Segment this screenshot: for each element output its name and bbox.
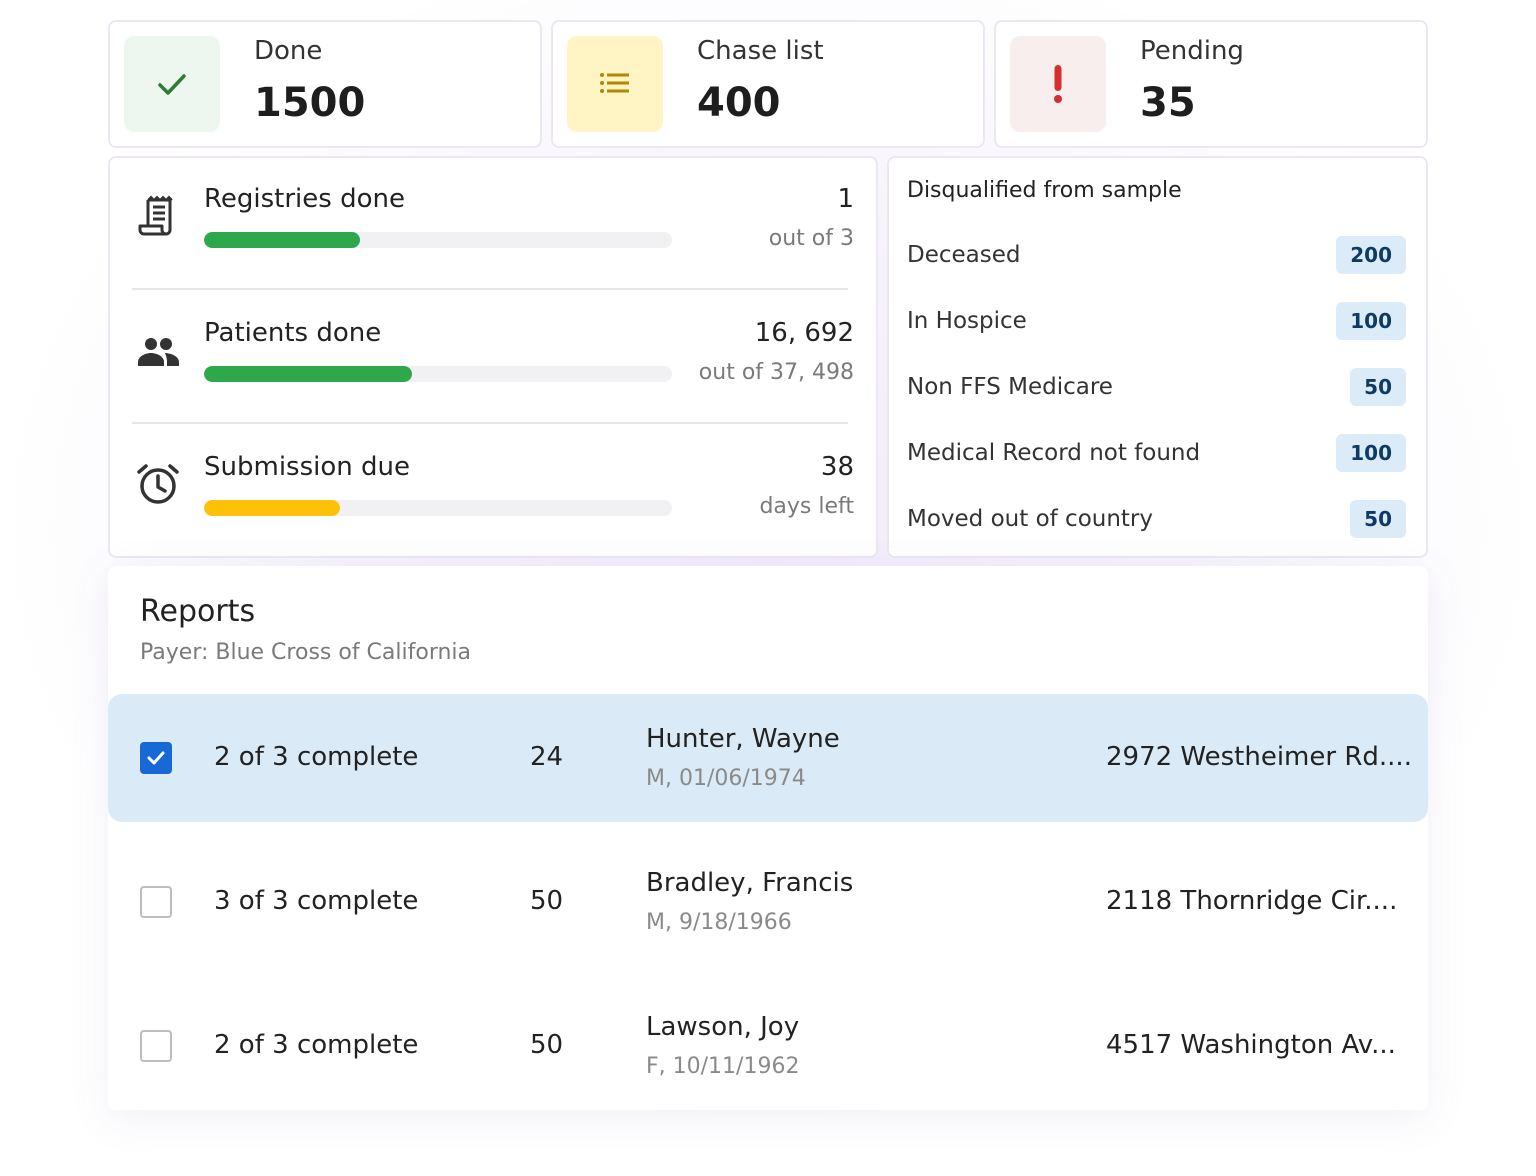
progress-card: Registries done 1 out of 3 Patients done… (108, 156, 878, 558)
patient-name[interactable]: Hunter, Wayne (646, 724, 840, 754)
progress-title: Registries done (204, 184, 405, 214)
patient-address: 4517 Washington Av... (1106, 1030, 1396, 1060)
completion-status: 3 of 3 complete (214, 886, 419, 916)
disqualified-item[interactable]: Medical Record not found 100 (907, 434, 1406, 474)
row-checkbox[interactable] (140, 742, 172, 774)
stat-card-pending[interactable]: Pending 35 (994, 20, 1428, 148)
disqualified-label: In Hospice (907, 308, 1027, 334)
completion-status: 2 of 3 complete (214, 742, 419, 772)
table-row[interactable]: 2 of 3 complete 50 Lawson, Joy F, 10/11/… (108, 982, 1428, 1110)
disqualified-label: Deceased (907, 242, 1021, 268)
count-badge: 50 (1350, 500, 1406, 538)
stat-card-done[interactable]: Done 1500 (108, 20, 542, 148)
patient-address: 2972 Westheimer Rd.... (1106, 742, 1412, 772)
disqualified-item[interactable]: Deceased 200 (907, 236, 1406, 276)
progress-title: Submission due (204, 452, 410, 482)
disqualified-label: Non FFS Medicare (907, 374, 1113, 400)
stat-label: Done (254, 36, 323, 66)
disqualified-card: Disqualified from sample Deceased 200 In… (887, 156, 1428, 558)
patient-meta: M, 01/06/1974 (646, 766, 806, 791)
divider (132, 422, 848, 424)
disqualified-item[interactable]: In Hospice 100 (907, 302, 1406, 342)
reports-card: Reports Payer: Blue Cross of California … (108, 566, 1428, 1110)
disqualified-label: Medical Record not found (907, 440, 1201, 466)
progress-bar-fill (204, 232, 360, 248)
registry-icon (134, 192, 182, 240)
payer-subtitle: Payer: Blue Cross of California (140, 640, 472, 665)
disqualified-label: Moved out of country (907, 506, 1154, 532)
checkmark-icon (147, 751, 165, 765)
patient-meta: F, 10/11/1962 (646, 1054, 800, 1079)
progress-track (204, 366, 672, 382)
divider (132, 288, 848, 290)
progress-row-patients: Patients done 16, 692 out of 37, 498 (110, 292, 876, 424)
count-badge: 100 (1336, 434, 1406, 472)
patient-address: 2118 Thornridge Cir.... (1106, 886, 1398, 916)
table-row[interactable]: 3 of 3 complete 50 Bradley, Francis M, 9… (108, 838, 1428, 966)
stat-value: 400 (697, 80, 781, 126)
patient-name[interactable]: Lawson, Joy (646, 1012, 800, 1042)
stat-label: Pending (1140, 36, 1244, 66)
alarm-clock-icon (134, 460, 182, 508)
stat-card-chase-list[interactable]: Chase list 400 (551, 20, 985, 148)
stat-value: 1500 (254, 80, 366, 126)
disqualified-title: Disqualified from sample (907, 178, 1182, 203)
progress-value: 1 (837, 184, 854, 214)
progress-subtext: days left (759, 494, 854, 519)
progress-track (204, 500, 672, 516)
exclamation-icon (1010, 36, 1106, 132)
disqualified-item[interactable]: Moved out of country 50 (907, 500, 1406, 540)
progress-track (204, 232, 672, 248)
progress-value: 16, 692 (754, 318, 854, 348)
people-icon (134, 326, 182, 374)
progress-subtext: out of 37, 498 (698, 360, 854, 385)
completion-status: 2 of 3 complete (214, 1030, 419, 1060)
count-badge: 200 (1336, 236, 1406, 274)
disqualified-item[interactable]: Non FFS Medicare 50 (907, 368, 1406, 408)
progress-title: Patients done (204, 318, 382, 348)
progress-value: 38 (820, 452, 854, 482)
row-count: 50 (530, 1030, 564, 1060)
count-badge: 50 (1350, 368, 1406, 406)
stat-label: Chase list (697, 36, 824, 66)
list-icon (567, 36, 663, 132)
count-badge: 100 (1336, 302, 1406, 340)
row-count: 24 (530, 742, 564, 772)
patient-name[interactable]: Bradley, Francis (646, 868, 854, 898)
table-row[interactable]: 2 of 3 complete 24 Hunter, Wayne M, 01/0… (108, 694, 1428, 822)
row-checkbox[interactable] (140, 886, 172, 918)
row-count: 50 (530, 886, 564, 916)
patient-meta: M, 9/18/1966 (646, 910, 792, 935)
reports-title: Reports (140, 594, 256, 629)
progress-subtext: out of 3 (768, 226, 854, 251)
progress-row-registries: Registries done 1 out of 3 (110, 158, 876, 290)
check-icon (124, 36, 220, 132)
row-checkbox[interactable] (140, 1030, 172, 1062)
stat-value: 35 (1140, 80, 1196, 126)
progress-row-submission: Submission due 38 days left (110, 426, 876, 558)
progress-bar-fill (204, 366, 413, 382)
progress-bar-fill (204, 500, 340, 516)
